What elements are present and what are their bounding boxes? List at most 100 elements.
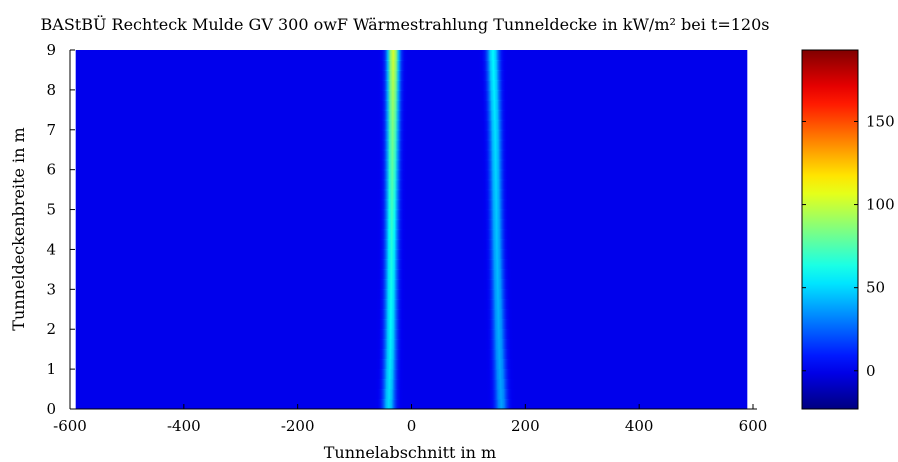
heatmap-band-strip — [368, 259, 415, 270]
heatmap-band-strip — [367, 349, 414, 360]
heatmap-band-strip — [475, 319, 522, 330]
heatmap-band-strip — [366, 399, 412, 409]
heatmap-band-strip — [370, 89, 416, 101]
heatmap-band-strip — [477, 379, 524, 390]
y-axis: 0 1 2 3 4 5 6 7 8 9 — [46, 41, 75, 418]
heatmap-band-strip — [473, 219, 520, 231]
y-tick-label: 5 — [46, 201, 56, 219]
heatmap-band-strip — [370, 69, 416, 81]
x-tick-label: -600 — [53, 417, 87, 435]
heatmap-band-strip — [476, 329, 522, 340]
y-tick-label: 8 — [46, 81, 56, 99]
heatmap-band-strip — [474, 269, 521, 280]
heatmap-band-strip — [368, 299, 414, 310]
heatmap-band-strip — [366, 369, 413, 380]
x-tick-label: 400 — [625, 417, 654, 435]
heatmap-band-strip — [471, 89, 517, 101]
heatmap-band-strip — [367, 359, 413, 370]
heatmap-band-strip — [369, 169, 416, 181]
heatmap-band-strip — [474, 249, 520, 261]
heatmap-band-strip — [473, 229, 520, 241]
heatmap-band-strip — [472, 139, 519, 151]
heatmap-band-strip — [369, 209, 415, 221]
heatmap-band-strip — [475, 299, 521, 310]
colorbar: 0 50 100 150 — [801, 49, 895, 410]
y-tick-label: 4 — [46, 240, 56, 258]
heatmap-band-strip — [367, 339, 414, 350]
chart-title: BAStBÜ Rechteck Mulde GV 300 owF Wärmest… — [41, 14, 770, 34]
heatmap-band-strip — [472, 159, 519, 171]
heatmap-band-strip — [368, 279, 414, 290]
x-tick-label: -200 — [281, 417, 315, 435]
heatmap-band-strip — [473, 199, 520, 211]
x-tick-label: -400 — [167, 417, 201, 435]
heatmap-band-strip — [474, 259, 520, 270]
heatmap-band-strip — [366, 379, 413, 390]
heatmap-band-strip — [368, 269, 415, 280]
y-tick-label: 1 — [46, 360, 56, 378]
y-axis-label: Tunneldeckenbreite in m — [9, 127, 28, 330]
heatmap-band-strip — [475, 289, 521, 300]
heatmap-band-strip — [370, 99, 416, 111]
colorbar-tick-label: 150 — [866, 112, 895, 130]
heatmap-band-strip — [474, 239, 520, 251]
colorbar-tick-label: 100 — [866, 196, 895, 214]
x-axis-label: Tunnelabschnitt in m — [324, 443, 496, 462]
heatmap-band-strip — [368, 229, 415, 241]
heatmap-layer — [75, 50, 748, 409]
heatmap-band-strip — [368, 249, 415, 261]
heatmap-band-strip — [370, 109, 416, 121]
heatmap-band-strip — [475, 309, 522, 320]
heatmap-band-strip — [368, 289, 414, 300]
heatmap-band-strip — [369, 179, 415, 191]
heatmap-band-strip — [473, 169, 519, 181]
heatmap-band-strip — [370, 50, 417, 61]
heatmap-band-strip — [478, 389, 524, 400]
plot-area — [70, 50, 753, 409]
heatmap-band-strip — [472, 119, 518, 131]
heatmap-band-strip — [470, 69, 517, 81]
heatmap-band-strip — [369, 159, 416, 171]
colorbar-tick-label: 50 — [866, 279, 885, 297]
colorbar-tick-label: 0 — [866, 362, 876, 380]
heatmap-band-strip — [366, 389, 412, 400]
x-tick-label: 0 — [407, 417, 417, 435]
heatmap-band-strip — [367, 329, 414, 340]
y-tick-label: 2 — [46, 320, 56, 338]
heatmap-band-strip — [473, 209, 520, 221]
heatmap-band-strip — [476, 339, 522, 350]
y-tick-label: 0 — [46, 400, 56, 418]
heatmap-band-2 — [470, 50, 525, 409]
heatmap-band-strip — [369, 189, 415, 201]
x-tick-label: 200 — [511, 417, 540, 435]
heatmap-band-strip — [472, 129, 519, 141]
heatmap-band-strip — [478, 399, 525, 409]
y-tick-label: 7 — [46, 121, 56, 139]
heatmap-band-strip — [367, 319, 414, 330]
heatmap-band-strip — [471, 79, 517, 91]
heatmap-band-strip — [370, 79, 416, 91]
heatmap-band-strip — [473, 189, 519, 201]
heatmap-band-strip — [476, 359, 523, 370]
heatmap-band-strip — [370, 59, 416, 71]
heatmap-band-1 — [366, 50, 417, 409]
heatmap-band-strip — [477, 369, 523, 380]
heatmap-band-strip — [368, 309, 414, 320]
y-tick-label: 9 — [46, 41, 56, 59]
heatmap-band-strip — [369, 129, 416, 141]
colorbar-scale — [801, 49, 859, 410]
heatmap-band-strip — [471, 99, 518, 111]
y-tick-label: 3 — [46, 280, 56, 298]
x-axis: -600 -400 -200 0 200 400 600 — [53, 404, 767, 435]
heatmap-band-strip — [473, 179, 519, 191]
heatmap-band-strip — [472, 149, 519, 161]
y-tick-label: 6 — [46, 161, 56, 179]
heatmap-band-strip — [470, 50, 516, 61]
heatmap-band-strip — [369, 119, 416, 131]
heatmap-band-strip — [368, 239, 415, 251]
heatmap-band-strip — [470, 59, 517, 71]
x-tick-label: 600 — [739, 417, 768, 435]
heatmap-band-strip — [476, 349, 523, 360]
heatmap-band-strip — [369, 219, 415, 231]
